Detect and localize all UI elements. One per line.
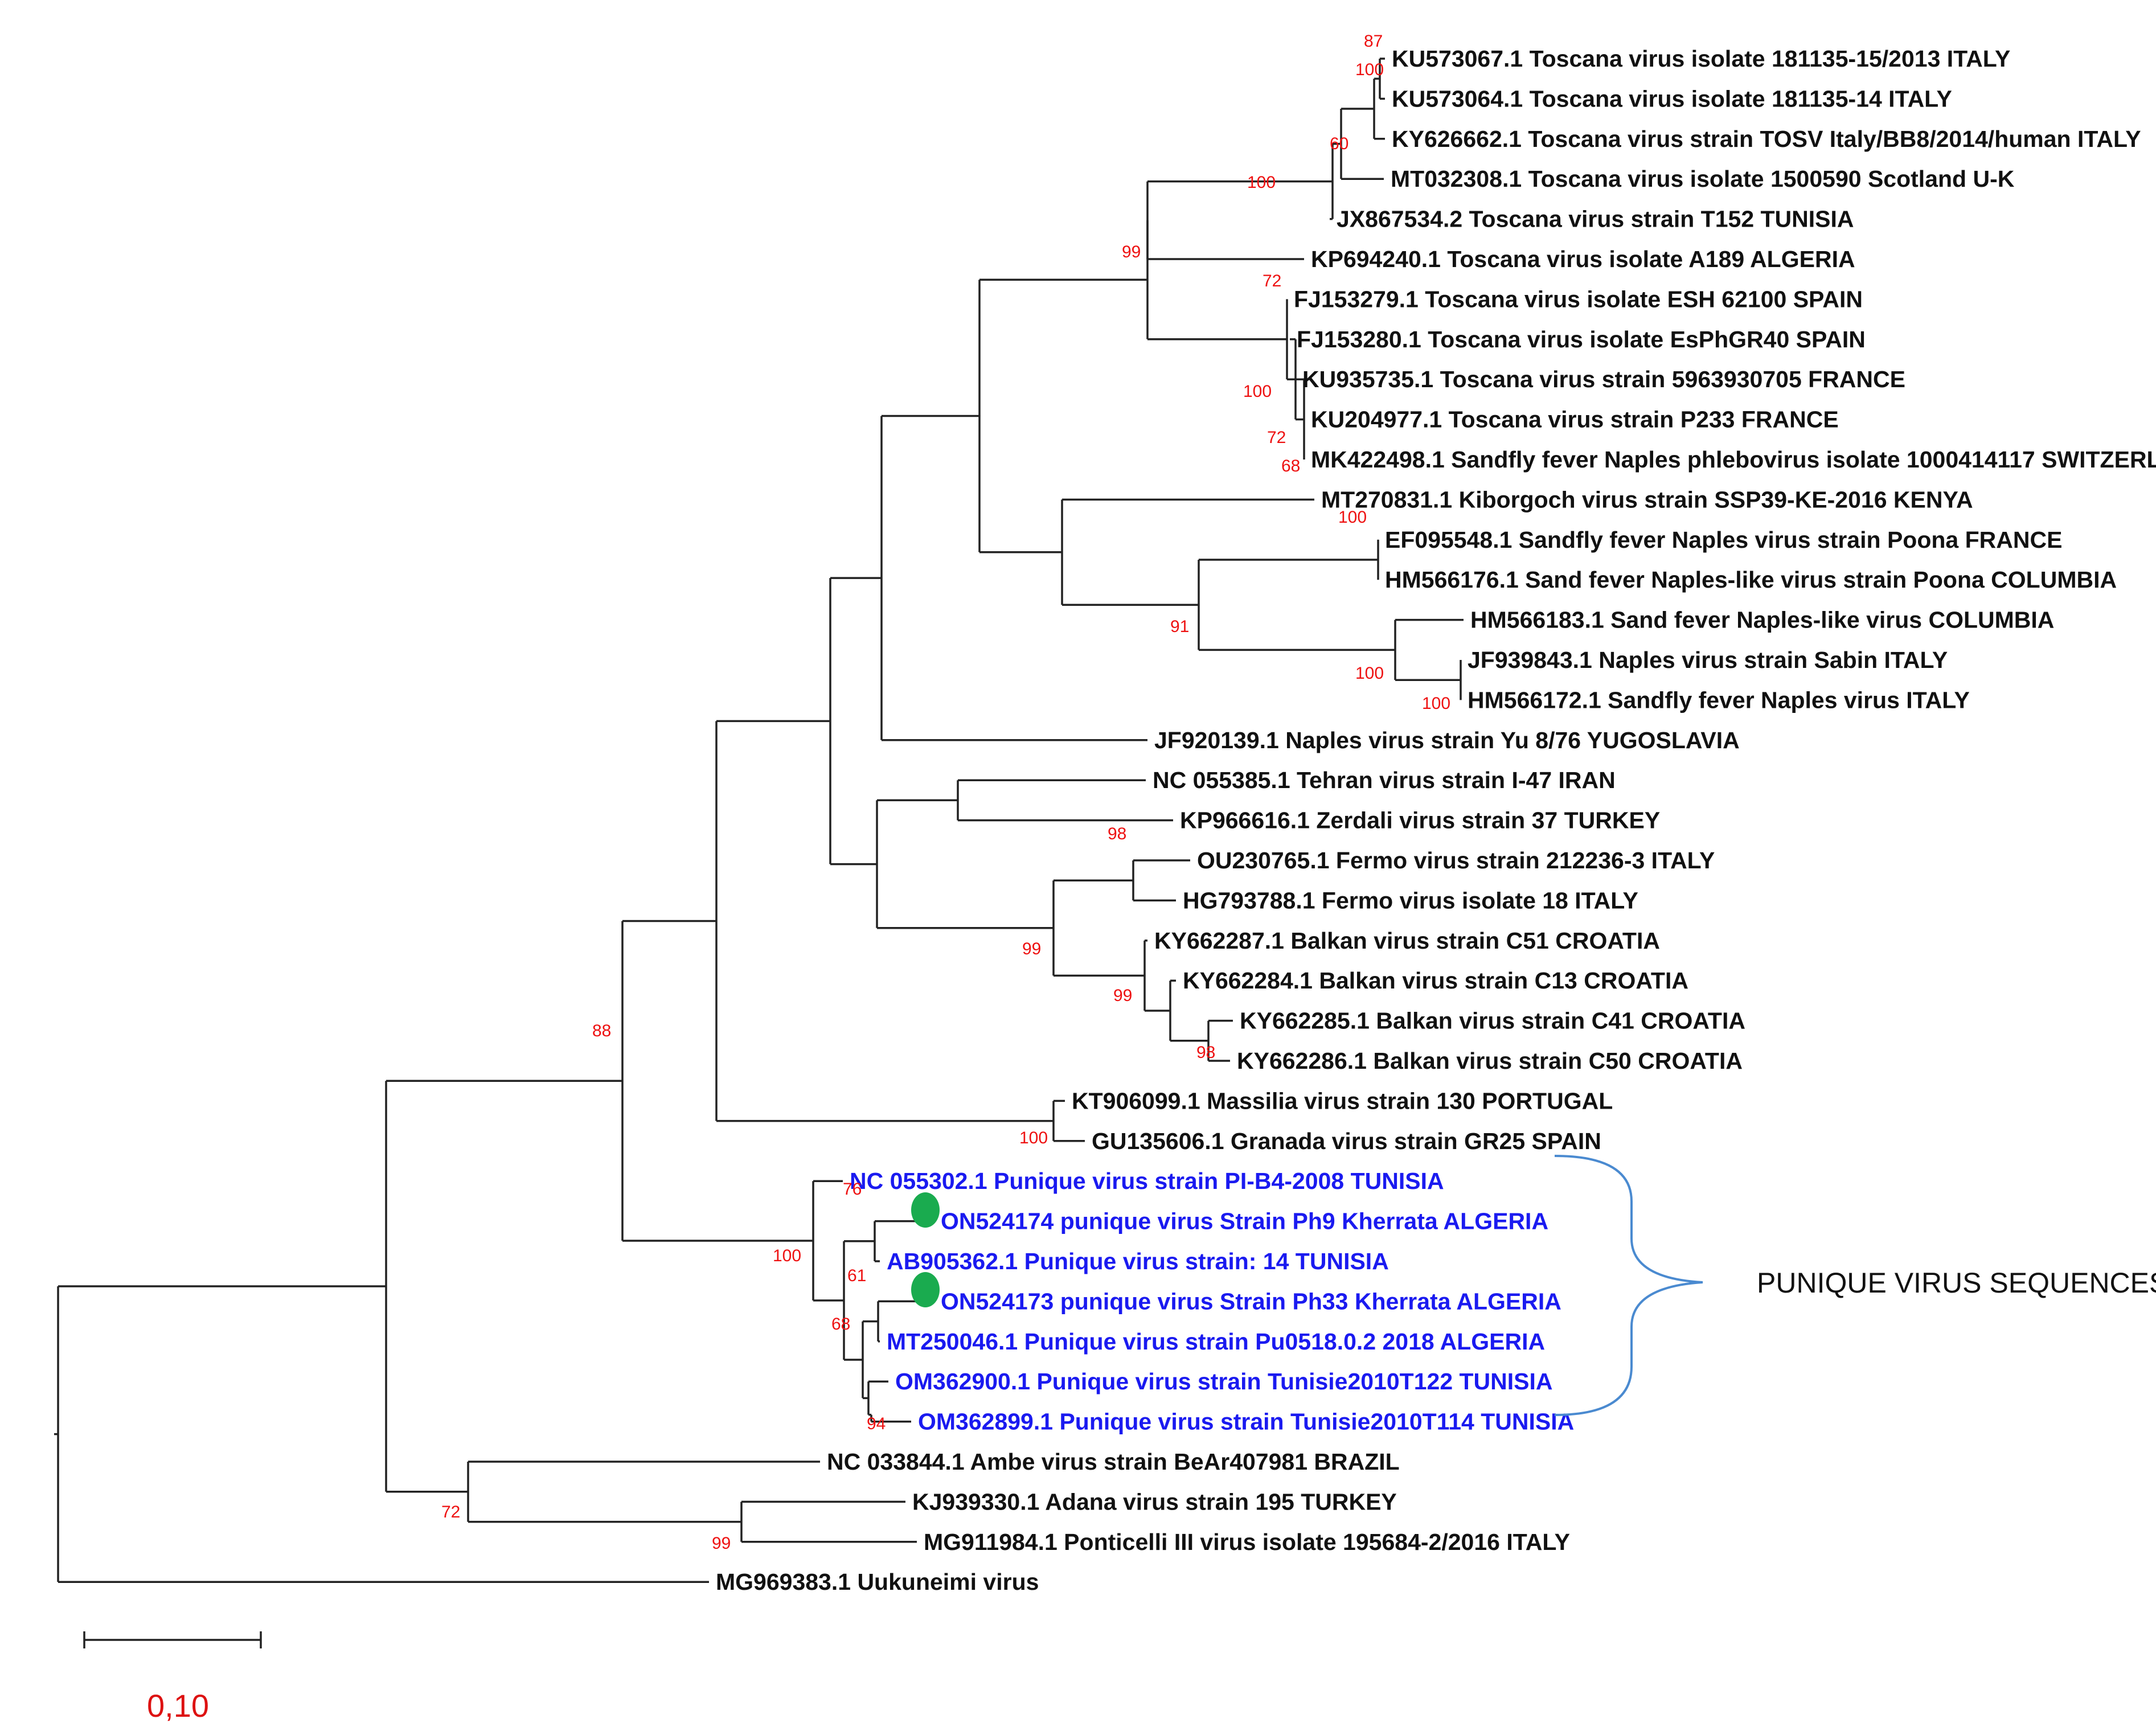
leaf-label: OM362899.1 Punique virus strain Tunisie2… [918, 1409, 1574, 1435]
leaf-label: MT250046.1 Punique virus strain Pu0518.0… [887, 1328, 1545, 1355]
leaf-label: KU204977.1 Toscana virus strain P233 FRA… [1311, 407, 1839, 433]
bootstrap-value: 98 [1108, 825, 1126, 843]
bootstrap-value: 100 [1338, 508, 1367, 527]
leaf-label: AB905362.1 Punique virus strain: 14 TUNI… [887, 1248, 1389, 1274]
leaf-label: KU573064.1 Toscana virus isolate 181135-… [1392, 85, 1952, 112]
leaf-label: MK422498.1 Sandfly fever Naples phlebovi… [1311, 446, 2156, 473]
leaf-label: ON524173 punique virus Strain Ph33 Kherr… [941, 1288, 1561, 1314]
leaf-label: OU230765.1 Fermo virus strain 212236-3 I… [1197, 847, 1715, 873]
leaf-label: NC 055385.1 Tehran virus strain I-47 IRA… [1153, 767, 1616, 793]
leaf-label: KU935735.1 Toscana virus strain 59639307… [1302, 366, 1905, 392]
leaf-label: KY626662.1 Toscana virus strain TOSV Ita… [1392, 126, 2141, 152]
leaf-label: HG793788.1 Fermo virus isolate 18 ITALY [1183, 887, 1638, 913]
leaf-label: MG911984.1 Ponticelli III virus isolate … [924, 1529, 1570, 1555]
leaf-label: JX867534.2 Toscana virus strain T152 TUN… [1337, 206, 1854, 232]
bootstrap-value: 98 [1196, 1043, 1215, 1062]
leaf-label: KY662285.1 Balkan virus strain C41 CROAT… [1240, 1008, 1745, 1034]
bootstrap-value: 100 [1355, 664, 1384, 683]
leaf-label: JF920139.1 Naples virus strain Yu 8/76 Y… [1154, 727, 1740, 753]
bootstrap-value: 76 [843, 1180, 862, 1199]
punique-group-label: PUNIQUE VIRUS SEQUENCES [1757, 1267, 2156, 1299]
leaf-label: EF095548.1 Sandfly fever Naples virus st… [1385, 527, 2062, 553]
bootstrap-value: 94 [867, 1414, 886, 1433]
leaf-label: KY662284.1 Balkan virus strain C13 CROAT… [1183, 967, 1688, 994]
leaf-label: GU135606.1 Granada virus strain GR25 SPA… [1092, 1128, 1601, 1154]
bootstrap-values: 87 100 60 100 99 72 100 72 68 100 91 100 100 98 99 99 98… [441, 32, 1450, 1553]
bootstrap-value: 99 [1113, 986, 1132, 1005]
leaf-label: KY662286.1 Balkan virus strain C50 CROAT… [1237, 1048, 1743, 1074]
tree-branches [54, 58, 1464, 1583]
leaf-label: MT270831.1 Kiborgoch virus strain SSP39-… [1321, 486, 1973, 512]
bootstrap-value: 72 [1263, 272, 1281, 290]
leaf-label: OM362900.1 Punique virus strain Tunisie2… [895, 1368, 1553, 1394]
new-sequence-marker [911, 1192, 940, 1228]
leaf-label: ON524174 punique virus Strain Ph9 Kherra… [941, 1208, 1548, 1234]
new-sequence-marker [911, 1272, 940, 1307]
leaf-label: FJ153280.1 Toscana virus isolate EsPhGR4… [1297, 326, 1866, 352]
leaf-label: JF939843.1 Naples virus strain Sabin ITA… [1468, 647, 1948, 673]
tree-leaves: KU573067.1 Toscana virus isolate 181135-… [716, 46, 2156, 1595]
leaf-label: HM566176.1 Sand fever Naples-like virus … [1385, 567, 2117, 593]
leaf-label: MT032308.1 Toscana virus isolate 1500590… [1391, 166, 2015, 192]
bootstrap-value: 100 [1355, 60, 1384, 79]
bootstrap-value: 100 [1247, 173, 1276, 192]
leaf-label: KT906099.1 Massilia virus strain 130 POR… [1072, 1088, 1613, 1114]
bootstrap-value: 87 [1364, 32, 1383, 51]
leaf-label: KU573067.1 Toscana virus isolate 181135-… [1392, 46, 2010, 72]
bootstrap-value: 91 [1170, 617, 1189, 636]
bootstrap-value: 99 [1022, 940, 1041, 958]
bootstrap-value: 88 [592, 1022, 611, 1040]
leaf-label: KJ939330.1 Adana virus strain 195 TURKEY [912, 1488, 1397, 1515]
bootstrap-value: 60 [1330, 134, 1348, 153]
bootstrap-value: 99 [712, 1534, 731, 1553]
bootstrap-value: 72 [441, 1503, 460, 1521]
leaf-label: NC 033844.1 Ambe virus strain BeAr407981… [827, 1449, 1400, 1475]
leaf-label: FJ153279.1 Toscana virus isolate ESH 621… [1294, 286, 1863, 312]
leaf-label: HM566183.1 Sand fever Naples-like virus … [1470, 607, 2054, 633]
leaf-label: KP694240.1 Toscana virus isolate A189 AL… [1311, 246, 1855, 272]
bootstrap-value: 100 [773, 1246, 801, 1265]
scale-bar-label: 0,10 [147, 1688, 209, 1724]
bootstrap-value: 72 [1267, 428, 1286, 447]
scale-bar [83, 1631, 262, 1648]
leaf-label: KY662287.1 Balkan virus strain C51 CROAT… [1154, 928, 1660, 954]
punique-group-bracket [1554, 1155, 1703, 1416]
leaf-label: HM566172.1 Sandfly fever Naples virus IT… [1468, 687, 1970, 713]
leaf-label: NC 055302.1 Punique virus strain PI-B4-2… [850, 1168, 1444, 1194]
leaf-label: MG969383.1 Uukuneimi virus [716, 1569, 1039, 1595]
bootstrap-value: 68 [1281, 457, 1300, 475]
bootstrap-value: 100 [1243, 382, 1272, 401]
bootstrap-value: 61 [847, 1266, 866, 1285]
bootstrap-value: 100 [1422, 694, 1450, 713]
bootstrap-value: 99 [1122, 243, 1141, 261]
leaf-label: KP966616.1 Zerdali virus strain 37 TURKE… [1180, 807, 1660, 834]
bootstrap-value: 100 [1019, 1129, 1048, 1147]
bootstrap-value: 68 [831, 1315, 850, 1334]
